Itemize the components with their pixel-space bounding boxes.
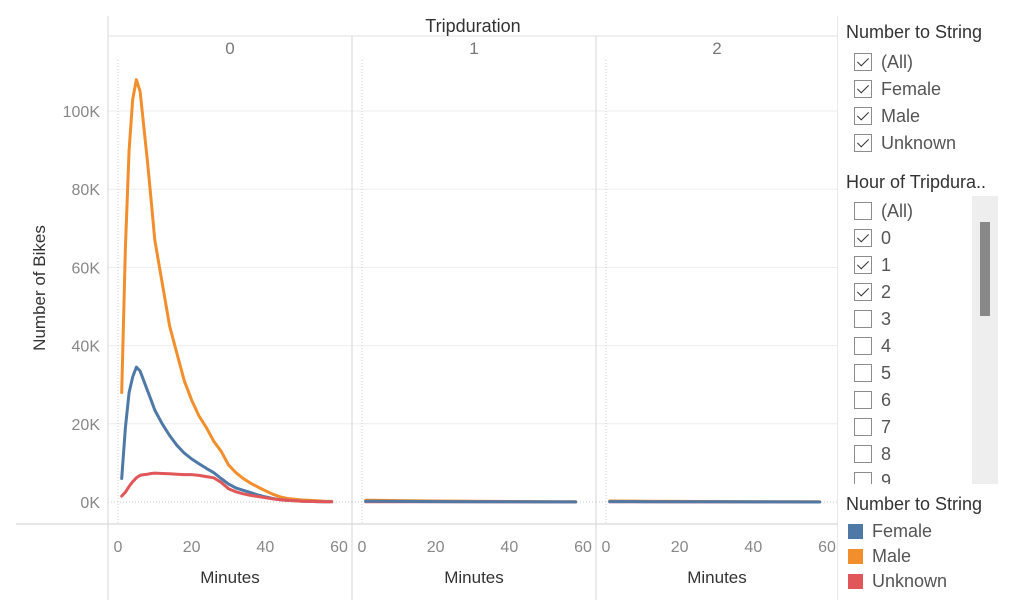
hour-filter-list: (All) 0 1 2 3 4 5 6 7 8 9 [838, 196, 1026, 484]
series-line-unknown [120, 471, 334, 504]
right-panel: Number to String (All) Female Male Unknown … [838, 0, 1026, 600]
legend-swatch [848, 524, 863, 539]
x-axis-title: Minutes [444, 568, 504, 587]
y-tick-label: 40K [72, 339, 101, 356]
checkbox[interactable] [854, 472, 872, 484]
hour-filter-option[interactable]: (All) [854, 198, 913, 224]
legend-item[interactable]: Unknown [848, 569, 947, 594]
gender-filter-option-label: Female [881, 78, 942, 99]
hour-filter-option-label: 5 [881, 362, 892, 383]
y-tick-label: 20K [72, 417, 101, 434]
y-tick-label: 60K [72, 260, 101, 277]
y-tick-label: 100K [63, 104, 101, 121]
hour-filter-scrollbar[interactable] [972, 196, 998, 484]
hour-filter-option[interactable]: 8 [854, 441, 891, 467]
checkbox[interactable] [854, 80, 872, 98]
y-axis-title: Number of Bikes [30, 225, 49, 351]
hour-filter-option[interactable]: 5 [854, 360, 891, 386]
checkbox[interactable] [854, 391, 872, 409]
x-tick-label: 40 [500, 539, 518, 556]
hour-filter-option[interactable]: 1 [854, 252, 891, 278]
x-tick-label: 60 [818, 539, 836, 556]
hour-filter-option[interactable]: 7 [854, 414, 891, 440]
hour-filter-option[interactable]: 9 [854, 468, 891, 484]
legend-label: Unknown [872, 571, 948, 591]
hour-filter-option-label: 1 [881, 254, 892, 275]
hour-filter-option-label: 9 [881, 470, 892, 485]
legend-label: Male [872, 546, 912, 566]
checkbox[interactable] [854, 53, 872, 71]
gridlines [108, 60, 838, 524]
x-tick-label: 60 [574, 539, 592, 556]
hour-filter-option-label: 2 [881, 281, 892, 302]
panel-header: 2 [712, 39, 721, 58]
x-tick-label: 0 [358, 539, 367, 556]
panel-frames [16, 16, 838, 600]
hour-filter-option-label: 3 [881, 308, 892, 329]
hour-filter-option-label: 0 [881, 227, 892, 248]
legend-item[interactable]: Female [848, 519, 932, 544]
scrollbar-thumb[interactable] [980, 222, 990, 316]
series-line-male [120, 78, 334, 503]
gender-filter-option[interactable]: (All) [854, 49, 913, 75]
legend-label: Female [872, 521, 933, 541]
x-tick-label: 0 [114, 539, 123, 556]
gender-filter-option[interactable]: Male [854, 103, 920, 129]
legend-item[interactable]: Male [848, 544, 911, 569]
x-tick-label: 20 [671, 539, 689, 556]
x-tick-label: 20 [427, 539, 445, 556]
legend-title: Number to String [846, 494, 983, 514]
hour-filter-option-label: (All) [881, 200, 913, 221]
hour-filter-option-label: 6 [881, 389, 892, 410]
checkbox[interactable] [854, 202, 872, 220]
gender-filter-option[interactable]: Female [854, 76, 941, 102]
hour-filter-option[interactable]: 0 [854, 225, 891, 251]
x-tick-label: 40 [744, 539, 762, 556]
checkbox[interactable] [854, 283, 872, 301]
checkbox[interactable] [854, 418, 872, 436]
checkbox[interactable] [854, 445, 872, 463]
checkbox[interactable] [854, 134, 872, 152]
checkbox[interactable] [854, 310, 872, 328]
series-line-female [120, 365, 334, 504]
series-lines [120, 78, 822, 504]
checkbox[interactable] [854, 256, 872, 274]
legend-swatch [848, 574, 863, 589]
gender-filter-option[interactable]: Unknown [854, 130, 956, 156]
checkbox[interactable] [854, 229, 872, 247]
hour-filter-option-label: 8 [881, 443, 892, 464]
chart-area: Tripduration 0 1 2 0K 20K 40K 60K 80K 100K Number … [16, 16, 838, 600]
x-tick-label: 0 [602, 539, 611, 556]
x-axis-title: Minutes [687, 568, 747, 587]
hour-filter-option[interactable]: 3 [854, 306, 891, 332]
y-tick-label: 0K [80, 495, 100, 512]
panel-header: 0 [225, 39, 234, 58]
x-tick-label: 20 [183, 539, 201, 556]
gender-filter-option-label: Male [881, 105, 921, 126]
x-tick-label: 60 [330, 539, 348, 556]
x-tick-label: 40 [256, 539, 274, 556]
x-axis-title: Minutes [200, 568, 260, 587]
gender-filter-option-label: Unknown [881, 132, 957, 153]
checkbox[interactable] [854, 107, 872, 125]
checkbox[interactable] [854, 337, 872, 355]
chart-title: Tripduration [425, 16, 520, 36]
y-tick-label: 80K [72, 182, 101, 199]
hour-filter-option-label: 7 [881, 416, 892, 437]
gender-filter-title: Number to String [846, 22, 983, 42]
legend-swatch [848, 549, 863, 564]
hour-filter-option[interactable]: 6 [854, 387, 891, 413]
gender-filter-option-label: (All) [881, 51, 913, 72]
hour-filter-option[interactable]: 4 [854, 333, 891, 359]
hour-filter-option-label: 4 [881, 335, 892, 356]
hour-filter-option[interactable]: 2 [854, 279, 891, 305]
panel-header: 1 [469, 39, 478, 58]
hour-filter-title: Hour of Tripdura.. [846, 172, 987, 192]
checkbox[interactable] [854, 364, 872, 382]
series-line-female [364, 499, 578, 504]
